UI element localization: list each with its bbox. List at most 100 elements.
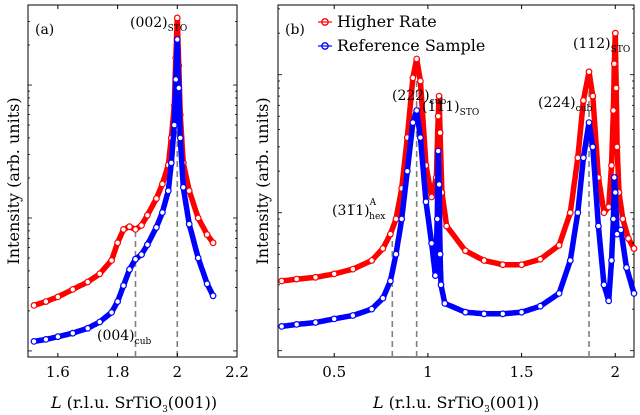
data-point-reference [185,220,193,228]
data-point-reference [167,159,175,167]
data-point-higher [589,92,597,100]
data-point-higher [613,143,621,151]
panel-a-xtick-label: 2.2 [225,363,249,381]
data-point-reference [96,318,104,326]
svg-text:(112)STO: (112)STO [573,36,630,55]
svg-text:(004)cub: (004)cub [97,328,151,347]
data-point-reference [403,167,411,175]
panel-a-series [30,14,217,345]
data-point-higher [293,275,301,283]
data-point-higher [158,180,166,188]
panel-a-ticks: 1.6 1.8 2 2.2 [28,4,249,381]
annotation-004-cub: (004)cub [97,328,151,347]
annotation-224-cub: (224)cub [538,95,592,114]
data-point-reference [436,250,444,258]
data-point-reference [433,215,441,223]
data-point-reference [176,134,184,142]
data-point-reference [387,277,394,285]
data-point-higher [417,77,424,85]
data-point-higher [114,239,121,247]
panel-a-frame [27,4,238,358]
data-point-reference [138,251,145,259]
data-point-reference [434,147,442,155]
data-point-higher [143,211,151,219]
data-point-higher [54,293,62,301]
data-point-higher [518,261,525,269]
data-point-reference [623,264,630,272]
data-point-reference [278,323,286,330]
panel-b-ticks: 0.5 1 1.5 2 [278,5,634,381]
data-point-higher [580,97,587,104]
data-point-higher [555,241,563,249]
data-point-higher [126,223,133,231]
panel-a: 1.6 1.8 2 2.2 (a) (002)STO (004)cub Intensi… [4,4,249,415]
data-point-higher [194,214,202,222]
data-point-reference [379,294,387,302]
data-point-higher [435,92,443,100]
data-point-reference [630,290,638,297]
data-point-reference [536,302,544,310]
panel-b-xtick-label: 1 [423,363,433,381]
annotation-222-cub: (222)cub [392,88,446,107]
data-point-reference [172,76,180,83]
data-point-reference [595,222,602,230]
data-point-reference [441,300,449,307]
data-point-reference [422,198,430,206]
data-point-higher [611,29,619,37]
data-point-higher [436,129,444,137]
data-point-reference [417,134,424,142]
data-point-higher [96,270,104,278]
data-point-reference [611,189,619,196]
legend-entry-reference: Reference Sample [337,36,485,55]
legend-marker-reference [321,42,329,50]
panel-b-ylabel: Intensity (arb. units) [253,97,272,264]
data-point-reference [30,338,38,345]
data-point-reference [555,290,563,297]
panel-a-xtick-label: 2 [173,363,183,381]
data-point-reference [143,241,151,249]
data-point-higher [608,161,615,169]
data-point-reference [164,187,172,195]
series-reference [278,107,638,330]
panel-b-xtick-label: 0.5 [322,363,346,381]
data-point-reference [392,250,400,258]
panel-b-label: (b) [285,22,305,38]
data-point-higher [428,193,436,201]
data-point-higher [152,195,160,203]
data-point-reference [435,181,443,188]
data-point-reference [580,154,587,162]
data-point-reference [605,297,613,305]
panel-a-label: (a) [35,22,54,38]
data-point-higher [462,247,469,255]
data-point-higher [209,239,217,247]
data-point-reference [428,239,436,247]
data-point-reference [132,255,139,263]
data-point-higher [610,107,617,114]
data-point-higher [585,68,593,76]
annotation-112-sto: (112)STO [573,36,630,55]
data-point-reference [432,272,439,280]
panel-a-ylabel: Intensity (arb. units) [4,97,23,264]
data-point-reference [610,215,617,223]
data-point-higher [330,270,338,278]
data-point-higher [185,187,193,195]
panel-a-xtick-label: 1.6 [46,363,70,381]
data-point-reference [610,174,618,181]
data-point-higher [630,245,638,252]
data-point-higher [566,209,574,217]
data-point-reference [413,107,421,114]
data-point-higher [42,298,50,306]
data-point-reference [574,209,582,217]
data-point-reference [293,321,301,328]
data-point-reference [608,257,615,264]
data-point-higher [610,60,618,68]
data-point-higher [387,230,394,238]
data-point-reference [518,308,525,316]
data-point-reference [194,254,202,262]
data-point-reference [175,84,183,92]
data-point-reference [398,215,406,223]
data-point-reference [126,266,133,273]
annotation-31-1-hex: (31̅1)A hex [332,198,385,222]
data-point-higher [605,203,613,211]
